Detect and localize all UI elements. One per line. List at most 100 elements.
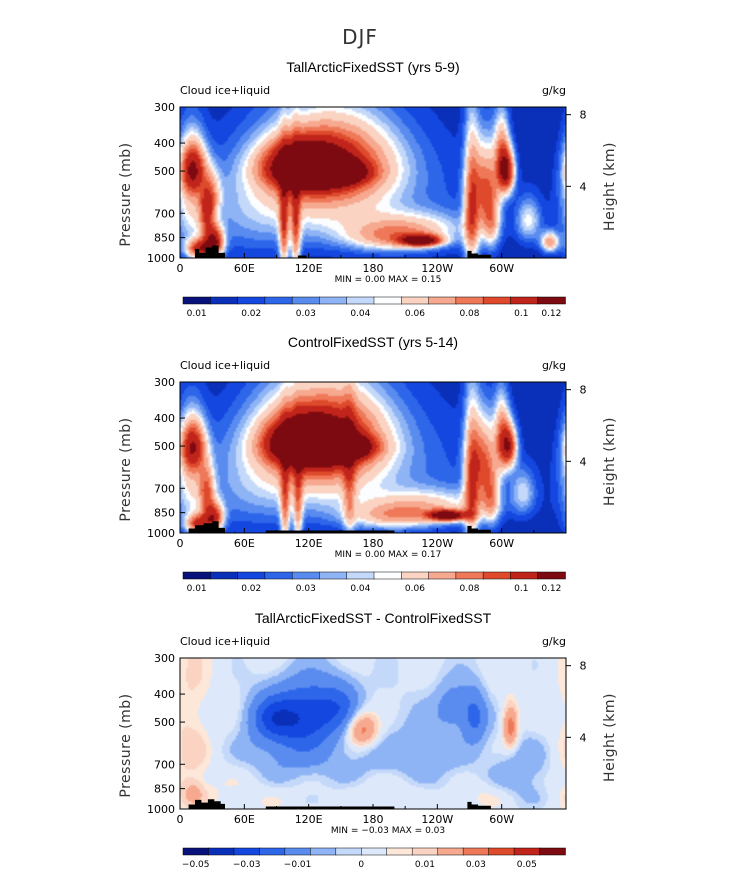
y-right-axis-title: Height (km)	[602, 693, 618, 782]
heatmap-field	[180, 658, 566, 809]
panel-3: TallArcticFixedSST - ControlFixedSST Clou…	[118, 610, 618, 870]
y-tick-label: 700	[154, 758, 175, 771]
colorbar-label: 0.1	[514, 584, 528, 594]
field-label: Cloud ice+liquid	[180, 359, 270, 372]
x-tick-label: 120W	[421, 262, 453, 275]
colorbar-swatch	[335, 847, 363, 856]
panel-title: ControlFixedSST (yrs 5-14)	[288, 334, 458, 350]
y-tick-label: 300	[154, 376, 175, 389]
colorbar-label: 0.01	[187, 309, 207, 319]
colorbar: −0.05 −0.03 −0.01 0 0.01 0.03 0.05	[182, 847, 566, 870]
x-tick-label: 180	[363, 262, 384, 275]
y-right-tick-label: 4	[580, 455, 587, 468]
y-right-tick-label: 8	[580, 660, 587, 673]
colorbar-swatch	[401, 296, 430, 305]
y-tick-label: 850	[154, 783, 175, 796]
y-tick-label: 1000	[147, 803, 175, 816]
y-tick-label: 400	[154, 137, 175, 150]
colorbar-swatch	[510, 296, 539, 305]
colorbar: 0.01 0.02 0.03 0.04 0.06 0.08 0.1 0.12	[182, 296, 566, 319]
colorbar-swatch	[428, 571, 457, 580]
colorbar-swatch	[437, 847, 464, 856]
colorbar-swatch	[310, 847, 337, 856]
x-tick-label: 120E	[295, 813, 323, 826]
y-axis-title: Pressure (mb)	[118, 417, 134, 521]
colorbar-swatch	[233, 847, 261, 856]
y-axis-title: Pressure (mb)	[118, 693, 134, 797]
colorbar-swatch	[237, 296, 266, 305]
y-tick-label: 400	[154, 688, 175, 701]
colorbar-swatch	[513, 847, 541, 856]
colorbar-swatch	[284, 847, 312, 856]
x-tick-label: 0	[177, 813, 184, 826]
y-right-axis-title: Height (km)	[602, 417, 618, 506]
colorbar-label: 0.12	[541, 584, 561, 594]
y-tick-label: 300	[154, 101, 175, 114]
colorbar-swatch	[537, 296, 566, 305]
colorbar-label: 0.03	[466, 860, 486, 870]
colorbar-label: 0.05	[517, 860, 537, 870]
colorbar-label: 0.06	[405, 309, 425, 319]
colorbar-swatch	[537, 571, 566, 580]
x-tick-label: 60W	[489, 813, 514, 826]
colorbar-swatch	[455, 571, 484, 580]
field-label: Cloud ice+liquid	[180, 84, 270, 97]
colorbar-swatch	[373, 571, 403, 580]
colorbar-swatch	[482, 571, 512, 580]
x-tick-label: 0	[177, 537, 184, 550]
topography-mask	[188, 521, 491, 533]
heatmap-field	[180, 107, 566, 258]
y-axis-title: Pressure (mb)	[118, 142, 134, 246]
colorbar-swatch	[428, 296, 457, 305]
figure-suptitle: DJF	[342, 25, 378, 49]
colorbar-swatch	[539, 847, 566, 856]
x-tick-label: 60W	[489, 262, 514, 275]
colorbar-label: 0.01	[187, 584, 207, 594]
colorbar-swatch	[319, 571, 348, 580]
y-tick-label: 850	[154, 507, 175, 520]
colorbar-swatch	[182, 847, 210, 856]
colorbar-swatch	[291, 296, 321, 305]
y-tick-label: 1000	[147, 252, 175, 265]
colorbar-label: 0	[358, 860, 364, 870]
y-tick-label: 400	[154, 412, 175, 425]
colorbar-swatch	[210, 571, 239, 580]
x-tick-label: 180	[363, 537, 384, 550]
min-max-text: MIN = −0.03 MAX = 0.03	[331, 826, 445, 836]
colorbar-label: 0.04	[350, 309, 370, 319]
units-label: g/kg	[542, 635, 566, 648]
topography-mask	[188, 799, 491, 809]
x-tick-label: 60E	[234, 262, 255, 275]
colorbar-swatch	[455, 296, 484, 305]
colorbar-swatch	[210, 296, 239, 305]
y-right-tick-label: 4	[580, 731, 587, 744]
x-tick-label: 0	[177, 262, 184, 275]
colorbar-swatch	[291, 571, 321, 580]
y-tick-label: 700	[154, 207, 175, 220]
x-tick-label: 120W	[421, 537, 453, 550]
colorbar-swatch	[510, 571, 539, 580]
colorbar-swatch	[208, 847, 235, 856]
units-label: g/kg	[542, 359, 566, 372]
units-label: g/kg	[542, 84, 566, 97]
colorbar-swatch	[411, 847, 439, 856]
colorbar-swatch	[264, 571, 293, 580]
x-tick-label: 120E	[295, 262, 323, 275]
y-right-tick-label: 8	[580, 384, 587, 397]
field-label: Cloud ice+liquid	[180, 635, 270, 648]
colorbar-swatch	[237, 571, 266, 580]
y-tick-label: 700	[154, 482, 175, 495]
y-tick-label: 300	[154, 652, 175, 665]
y-tick-label: 500	[154, 165, 175, 178]
min-max-text: MIN = 0.00 MAX = 0.17	[335, 550, 442, 560]
colorbar-swatch	[462, 847, 490, 856]
colorbar: 0.01 0.02 0.03 0.04 0.06 0.08 0.1 0.12	[182, 571, 566, 594]
topography-mask	[195, 245, 491, 258]
colorbar-swatch	[346, 571, 375, 580]
colorbar-swatch	[488, 847, 515, 856]
colorbar-label: 0.06	[405, 584, 425, 594]
heatmap-field	[180, 382, 566, 533]
colorbar-label: −0.03	[233, 860, 261, 870]
y-right-tick-label: 8	[580, 109, 587, 122]
